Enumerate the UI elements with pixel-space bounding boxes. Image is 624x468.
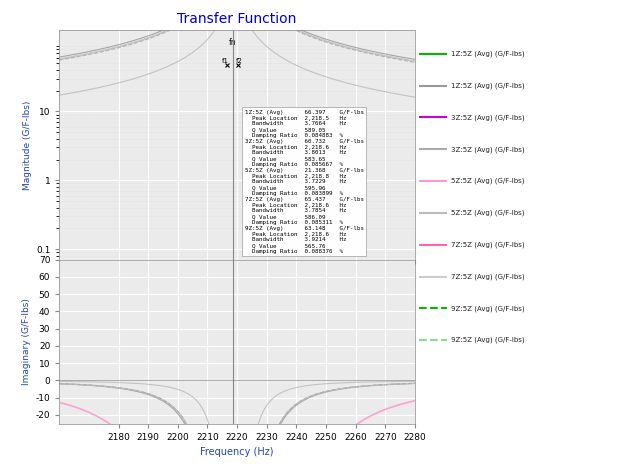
Text: f1: f1 <box>222 58 229 64</box>
Text: Transfer Function: Transfer Function <box>177 12 297 26</box>
Y-axis label: Imaginary (G/F-lbs): Imaginary (G/F-lbs) <box>22 298 31 385</box>
Text: 1Z:5Z (Avg) (G/F-lbs): 1Z:5Z (Avg) (G/F-lbs) <box>451 82 524 89</box>
Text: 9Z:5Z (Avg) (G/F-lbs): 9Z:5Z (Avg) (G/F-lbs) <box>451 337 524 344</box>
Y-axis label: Magnitude (G/F-lbs): Magnitude (G/F-lbs) <box>22 101 32 190</box>
Text: 5Z:5Z (Avg) (G/F-lbs): 5Z:5Z (Avg) (G/F-lbs) <box>451 210 524 216</box>
Text: fn: fn <box>229 38 236 47</box>
Text: 5Z:5Z (Avg) (G/F-lbs): 5Z:5Z (Avg) (G/F-lbs) <box>451 178 524 184</box>
Text: 7Z:5Z (Avg) (G/F-lbs): 7Z:5Z (Avg) (G/F-lbs) <box>451 273 524 280</box>
Text: 3Z:5Z (Avg) (G/F-lbs): 3Z:5Z (Avg) (G/F-lbs) <box>451 146 524 153</box>
Text: 3Z:5Z (Avg) (G/F-lbs): 3Z:5Z (Avg) (G/F-lbs) <box>451 114 524 121</box>
Text: f2: f2 <box>236 58 243 64</box>
Text: 9Z:5Z (Avg) (G/F-lbs): 9Z:5Z (Avg) (G/F-lbs) <box>451 305 524 312</box>
Text: 1Z:5Z (Avg)      66.397    G/F-lbs
  Peak Location  2,218.5   Hz
  Bandwidth    : 1Z:5Z (Avg) 66.397 G/F-lbs Peak Location… <box>245 110 364 254</box>
X-axis label: Frequency (Hz): Frequency (Hz) <box>200 447 274 457</box>
Text: 7Z:5Z (Avg) (G/F-lbs): 7Z:5Z (Avg) (G/F-lbs) <box>451 241 524 248</box>
Text: 1Z:5Z (Avg) (G/F-lbs): 1Z:5Z (Avg) (G/F-lbs) <box>451 51 524 57</box>
